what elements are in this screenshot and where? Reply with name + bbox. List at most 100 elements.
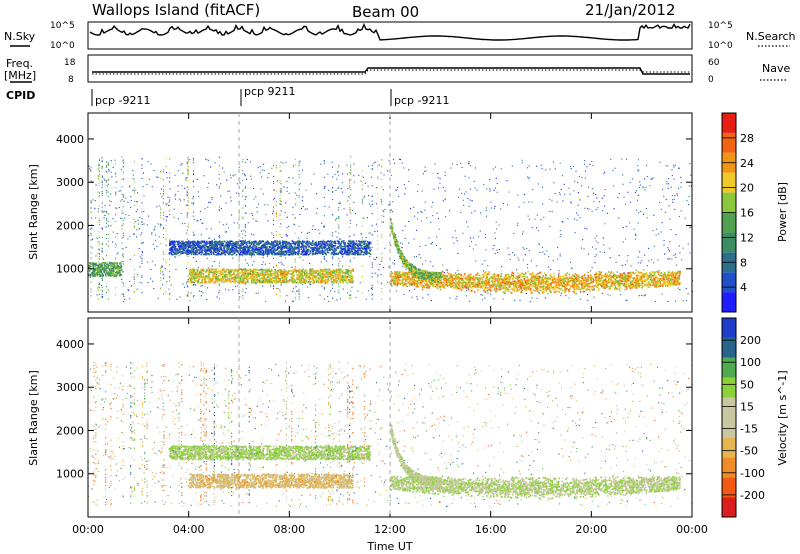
echo-point [402,247,403,248]
echo-point [680,186,681,187]
echo-point [647,176,648,177]
echo-point [219,221,220,222]
echo-point [299,195,300,196]
echo-point [134,187,135,188]
echo-point [503,298,504,299]
echo-point [640,211,641,212]
echo-point [522,233,523,234]
echo-point [90,229,91,230]
echo-point [425,260,426,261]
echo-point [193,296,194,297]
echo-point [403,294,404,295]
echo-point [163,195,164,196]
echo-point [348,196,349,197]
echo-point [456,237,457,238]
echo-point [452,163,453,164]
echo-point [268,220,269,221]
echo-point [98,175,99,176]
echo-point [98,192,99,193]
echo-point [508,248,509,249]
echo-point [104,180,105,181]
echo-point [569,297,570,298]
echo-point [324,226,325,227]
echo-point [253,218,254,219]
echo-point [241,231,242,232]
echo-point [338,286,339,287]
echo-point [630,182,631,183]
echo-point [98,288,99,289]
echo-point [483,184,484,185]
echo-point [218,236,219,237]
echo-point [262,264,263,265]
echo-point [123,235,124,236]
echo-point [332,232,333,233]
echo-point [256,283,257,284]
echo-point [276,213,277,214]
echo-point [276,201,277,202]
echo-point [404,184,405,185]
echo-point [438,187,439,188]
echo-point [134,269,135,270]
echo-point [424,210,425,211]
echo-point [587,208,588,209]
echo-point [188,296,189,297]
echo-point [122,248,123,249]
echo-point [643,269,644,270]
echo-point [193,204,194,205]
echo-point [350,261,351,262]
echo-point [338,165,339,166]
echo-point [165,158,166,159]
echo-point [354,257,355,258]
echo-point [295,293,296,294]
echo-point [575,232,576,233]
echo-point [245,186,246,187]
echo-point [594,297,595,298]
echo-point [115,163,116,164]
echo-point [421,211,422,212]
echo-point [165,268,166,269]
echo-point [458,197,459,198]
echo-point [338,258,339,259]
echo-point [115,257,116,258]
echo-point [332,176,333,177]
echo-point [280,223,281,224]
echo-point [542,204,543,205]
echo-point [163,185,164,186]
echo-point [457,240,458,241]
echo-point [320,164,321,165]
echo-point [104,211,105,212]
echo-point [295,298,296,299]
echo-point [625,289,626,290]
echo-point [113,167,114,168]
echo-point [637,165,638,166]
echo-point [111,201,112,202]
echo-point [639,181,640,182]
echo-point [243,230,244,231]
echo-point [688,244,689,245]
echo-point [506,180,507,181]
echo-point [384,209,385,210]
freq-right-bottom: 0 [708,75,714,85]
echo-point [485,237,486,238]
echo-point [160,270,161,271]
echo-point [134,277,135,278]
echo-point [108,196,109,197]
echo-point [106,167,107,168]
echo-point [245,175,246,176]
echo-point [181,185,182,186]
echo-point [256,293,257,294]
echo-point [106,181,107,182]
echo-point [378,269,379,270]
echo-point [617,272,618,273]
echo-point [493,169,494,170]
echo-point [124,218,125,219]
echo-point [491,202,492,203]
echo-point [490,294,491,295]
echo-point [195,285,196,286]
echo-point [151,163,152,164]
echo-point [669,250,670,251]
echo-point [231,214,232,215]
echo-point [463,205,464,206]
echo-point [362,200,363,201]
echo-point [338,233,339,234]
